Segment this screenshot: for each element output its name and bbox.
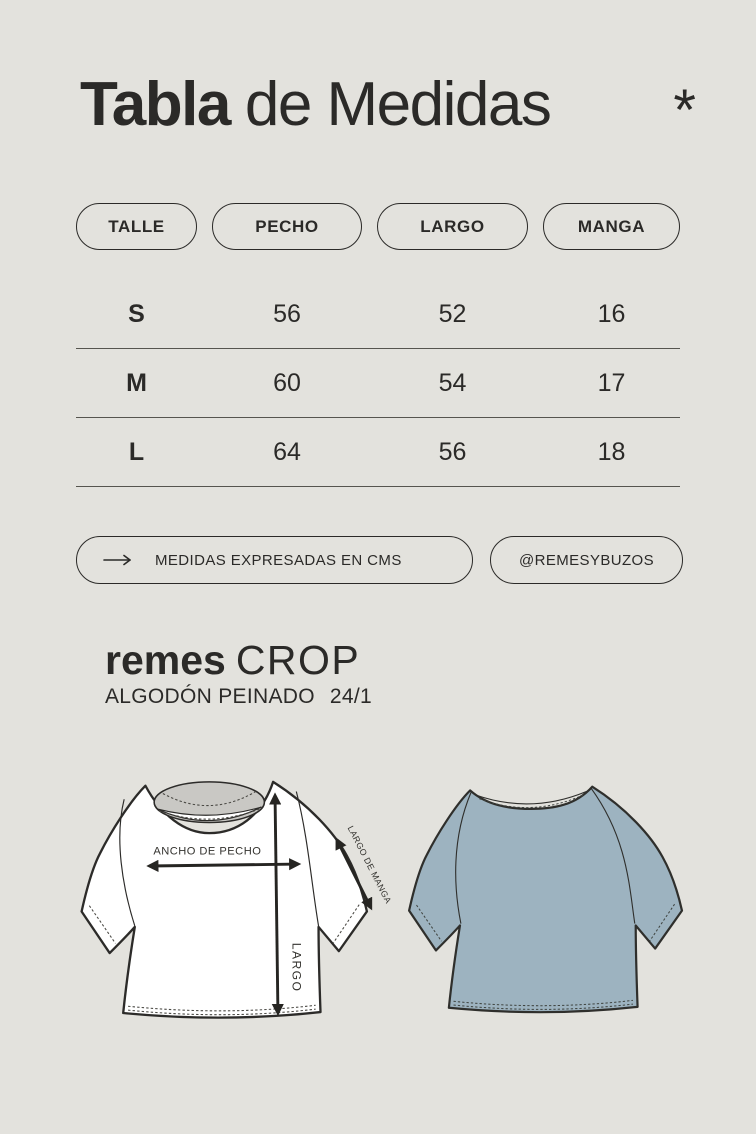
largo-cell: 54	[438, 368, 467, 397]
yarn-count-label: 24/1	[329, 685, 372, 708]
column-header-pecho: PECHO	[212, 203, 362, 250]
largo-cell: 52	[438, 299, 467, 328]
brand-name: remes	[105, 637, 226, 683]
page-title: Tabla de Medidas	[80, 70, 552, 140]
stitch-lines	[88, 791, 360, 1016]
length-label: LARGO	[289, 943, 303, 993]
manga-cell: 16	[597, 299, 626, 328]
column-header-label: LARGO	[420, 216, 485, 236]
table-row-m: M 60 54 17	[76, 349, 680, 418]
size-chart-body: S 56 52 16 M 60 54 17 L 64 56 18	[76, 280, 680, 487]
size-chart: TALLE PECHO LARGO MANGA S 56 52 16 M 60 …	[76, 203, 680, 487]
material-label: ALGODÓN PEINADO	[105, 685, 315, 708]
social-handle-pill[interactable]: @REMESYBUZOS	[490, 536, 683, 584]
size-cell: S	[128, 299, 145, 328]
column-header-label: MANGA	[577, 216, 646, 236]
title-bold: Tabla	[80, 70, 231, 139]
size-cell: M	[126, 368, 147, 397]
column-header-largo: LARGO	[377, 203, 528, 250]
product-subtitle: ALGODÓN PEINADO 24/1	[105, 685, 372, 709]
social-handle-label: @REMESYBUZOS	[518, 551, 655, 569]
model-name: CROP	[235, 637, 361, 683]
pecho-cell: 64	[273, 437, 301, 466]
column-header-manga: MANGA	[543, 203, 680, 250]
units-note-pill: MEDIDAS EXPRESADAS EN CMS	[76, 536, 473, 584]
manga-cell: 18	[597, 437, 626, 466]
manga-cell: 17	[597, 368, 626, 397]
units-note-label: MEDIDAS EXPRESADAS EN CMS	[155, 551, 402, 569]
product-block: remes CROP ALGODÓN PEINADO 24/1	[105, 638, 372, 709]
length-arrow	[269, 792, 284, 1017]
column-header-talle: TALLE	[76, 203, 197, 250]
garment-figures: ANCHO DE PECHO LARGO LARGO DE MANGA	[70, 778, 694, 1029]
table-row-s: S 56 52 16	[76, 280, 680, 349]
front-seam-lines	[119, 791, 320, 927]
back-tee-diagram	[407, 785, 684, 1014]
size-cell: L	[128, 437, 145, 466]
pecho-cell: 60	[273, 368, 301, 397]
table-row-l: L 64 56 18	[76, 418, 680, 487]
column-header-label: TALLE	[108, 216, 165, 236]
product-name: remes CROP	[105, 638, 372, 682]
back-stitch-lines	[416, 794, 675, 1010]
title-rest: de Medidas	[244, 70, 552, 139]
size-chart-header-row: TALLE PECHO LARGO MANGA	[76, 203, 680, 250]
front-tee-diagram: ANCHO DE PECHO LARGO LARGO DE MANGA	[80, 780, 394, 1019]
column-header-label: PECHO	[255, 216, 319, 236]
long-right-arrow-icon	[103, 554, 131, 566]
sleeve-length-arrow	[335, 837, 373, 911]
largo-cell: 56	[438, 437, 467, 466]
notes-row: MEDIDAS EXPRESADAS EN CMS @REMESYBUZOS	[76, 536, 683, 584]
back-tee-body	[407, 785, 684, 1014]
asterisk-mark: *	[673, 78, 696, 143]
pecho-cell: 56	[273, 299, 301, 328]
back-seam-lines	[455, 788, 636, 924]
header: Tabla de Medidas *	[80, 70, 696, 140]
chest-width-label: ANCHO DE PECHO	[153, 845, 261, 857]
